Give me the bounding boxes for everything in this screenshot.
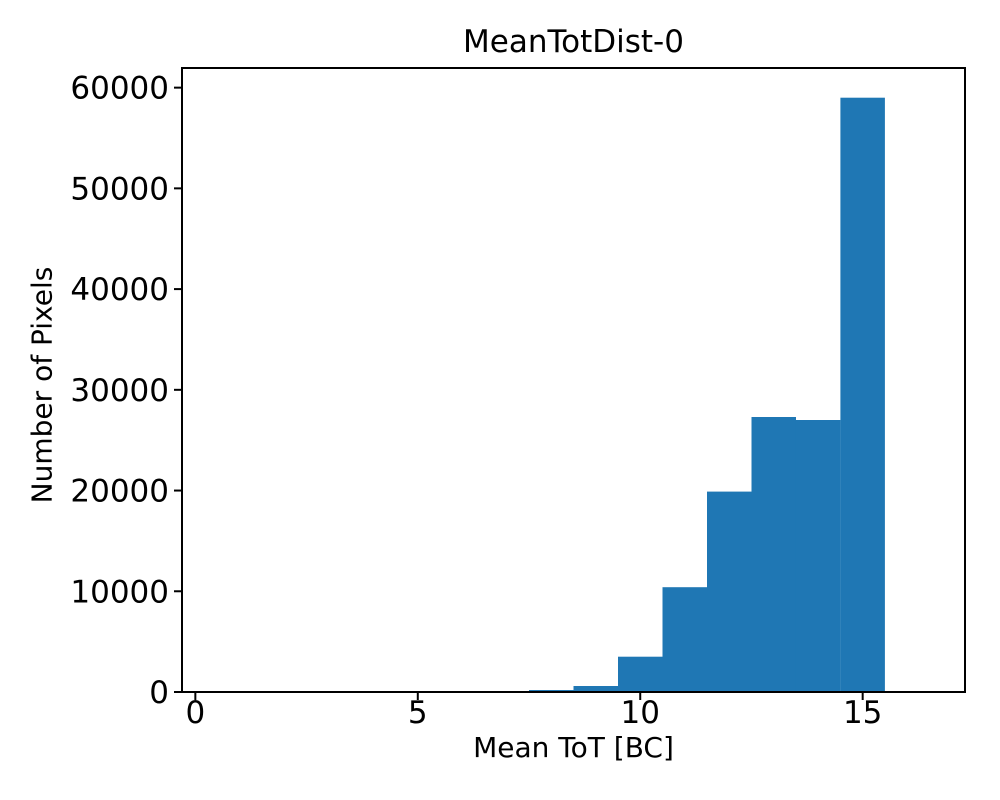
x-tick-label: 15	[843, 695, 882, 731]
plot-spines	[181, 67, 966, 693]
y-tick-label: 30000	[70, 373, 169, 409]
histogram-bar	[751, 417, 796, 692]
histogram-bar	[573, 686, 618, 692]
y-tick-label: 50000	[70, 171, 169, 207]
chart-title: MeanTotDist-0	[463, 24, 684, 60]
x-axis-label: Mean ToT [BC]	[473, 731, 674, 764]
y-tick-label: 40000	[70, 272, 169, 308]
histogram-bar	[618, 656, 663, 692]
histogram-bar	[795, 420, 841, 692]
y-tick-label: 0	[149, 675, 169, 711]
y-tick-label: 60000	[70, 71, 169, 107]
x-tick-label: 0	[185, 695, 205, 731]
y-tick-label: 20000	[70, 474, 169, 510]
histogram-bar	[840, 97, 885, 692]
histogram-bar	[662, 587, 707, 692]
histogram-bar	[707, 491, 752, 692]
y-tick-label: 10000	[70, 574, 169, 610]
x-tick-label: 5	[408, 695, 428, 731]
y-axis-label-text: Number of Pixels	[25, 266, 59, 504]
x-tick-label: 10	[621, 695, 660, 731]
